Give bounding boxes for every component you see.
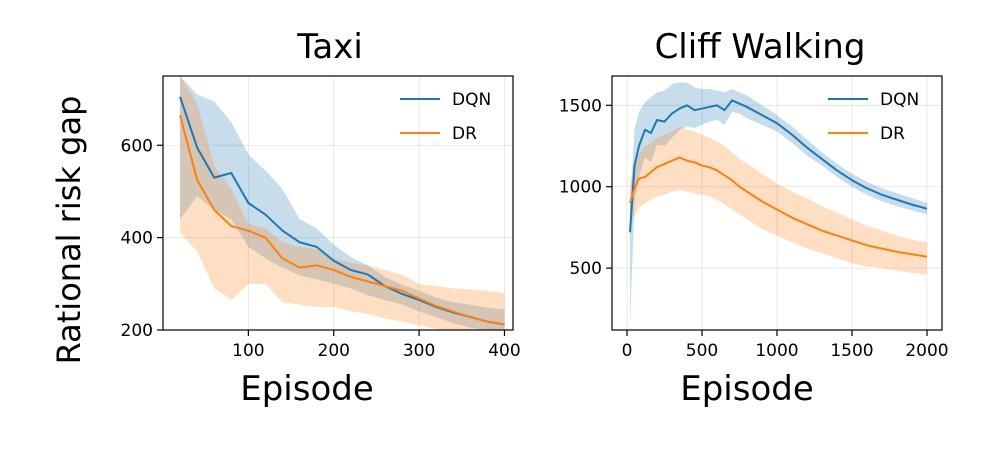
- x-tick-label-1500: 1500: [830, 341, 873, 361]
- legend-label-dqn-cliff: DQN: [880, 90, 919, 110]
- band-dqn-taxi: [180, 76, 505, 330]
- y-axis-label: Rational risk gap: [50, 96, 88, 365]
- confidence-bands-taxi: [180, 76, 505, 330]
- line-dr-taxi: [179, 114, 505, 326]
- x-tick-label-2000: 2000: [905, 341, 948, 361]
- legend-label-dqn-taxi: DQN: [452, 90, 491, 110]
- y-tick-label-1000: 1000: [559, 178, 602, 198]
- confidence-bands-cliff-walking: [630, 82, 927, 326]
- chart-title-cliff-walking: Cliff Walking: [655, 27, 866, 67]
- ticks-taxi: 100 200 300 400 200 400 600: [121, 136, 521, 361]
- band-dr-taxi: [180, 76, 505, 330]
- chart-cliff-walking: Cliff Walking 0 500 1000 1500 2000 500 1000 150…: [559, 27, 949, 409]
- x-tick-label-500: 500: [686, 341, 718, 361]
- line-dqn-cliff: [629, 99, 928, 233]
- x-tick-label-100: 100: [232, 341, 264, 361]
- band-dr-cliff: [630, 126, 927, 275]
- ticks-cliff-walking: 0 500 1000 1500 2000 500 1000 1500: [559, 96, 949, 361]
- x-tick-label-400: 400: [488, 341, 520, 361]
- y-tick-label-1500: 1500: [559, 96, 602, 116]
- y-tick-label-500: 500: [570, 259, 602, 279]
- x-tick-label-0: 0: [622, 341, 633, 361]
- x-axis-label-taxi: Episode: [240, 369, 374, 409]
- x-axis-label-cliff-walking: Episode: [680, 369, 814, 409]
- gridlines-cliff-walking: [612, 76, 942, 330]
- y-tick-label-600: 600: [121, 136, 153, 156]
- legend-label-dr-cliff: DR: [880, 124, 905, 144]
- y-tick-label-400: 400: [121, 229, 153, 249]
- legend-label-dr-taxi: DR: [452, 124, 477, 144]
- x-tick-label-1000: 1000: [755, 341, 798, 361]
- series-lines-taxi: [179, 96, 505, 326]
- plot-frame-taxi: [162, 75, 514, 331]
- chart-title-taxi: Taxi: [296, 27, 363, 67]
- chart-taxi: Taxi 100 200 300 400 200 400 600 DQN DR Episod…: [121, 27, 521, 409]
- legend-cliff-walking: DQN DR: [828, 90, 919, 144]
- line-dr-cliff: [629, 156, 928, 258]
- legend-taxi: DQN DR: [400, 90, 491, 144]
- band-dqn-cliff: [630, 82, 927, 326]
- y-tick-label-200: 200: [121, 321, 153, 341]
- x-tick-label-200: 200: [318, 341, 350, 361]
- series-lines-cliff-walking: [629, 99, 928, 258]
- x-tick-label-300: 300: [403, 341, 435, 361]
